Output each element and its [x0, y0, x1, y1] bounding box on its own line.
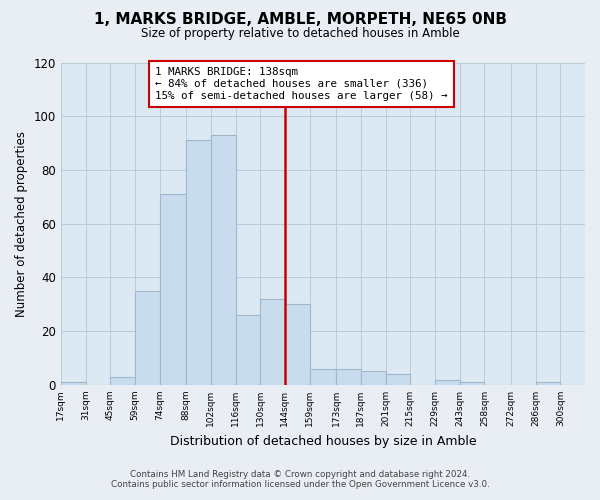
Bar [110, 377, 135, 385]
Bar [460, 382, 484, 385]
Bar [336, 369, 361, 385]
Bar [135, 291, 160, 385]
Bar [160, 194, 186, 385]
Bar [310, 369, 336, 385]
Bar [435, 380, 460, 385]
Text: Size of property relative to detached houses in Amble: Size of property relative to detached ho… [140, 28, 460, 40]
Bar [186, 140, 211, 385]
Bar [61, 382, 86, 385]
Bar [211, 135, 236, 385]
Bar [285, 304, 310, 385]
Text: Contains HM Land Registry data © Crown copyright and database right 2024.
Contai: Contains HM Land Registry data © Crown c… [110, 470, 490, 489]
X-axis label: Distribution of detached houses by size in Amble: Distribution of detached houses by size … [170, 434, 476, 448]
Text: 1 MARKS BRIDGE: 138sqm
← 84% of detached houses are smaller (336)
15% of semi-de: 1 MARKS BRIDGE: 138sqm ← 84% of detached… [155, 68, 448, 100]
Bar [386, 374, 410, 385]
Y-axis label: Number of detached properties: Number of detached properties [15, 130, 28, 316]
Bar [361, 372, 386, 385]
Bar [260, 299, 285, 385]
Bar [536, 382, 560, 385]
Text: 1, MARKS BRIDGE, AMBLE, MORPETH, NE65 0NB: 1, MARKS BRIDGE, AMBLE, MORPETH, NE65 0N… [94, 12, 506, 28]
Bar [236, 315, 260, 385]
